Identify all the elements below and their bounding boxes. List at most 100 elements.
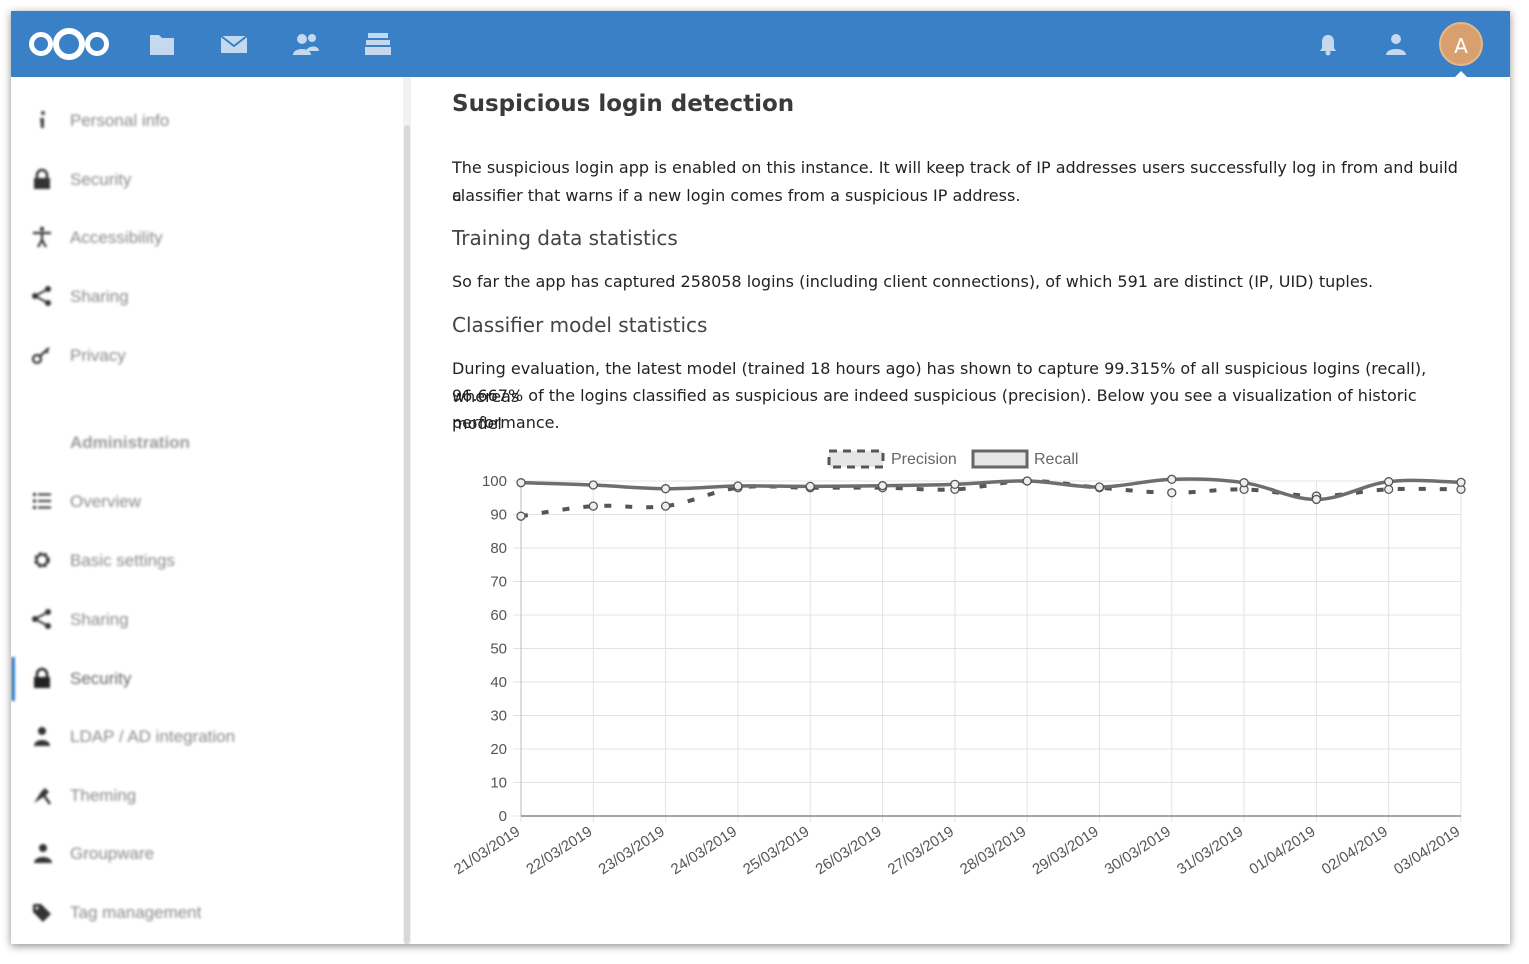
sidebar-item-personal-info[interactable]: Personal info: [11, 101, 403, 141]
deck-icon[interactable]: [364, 31, 392, 57]
sidebar-item-label: Privacy: [70, 346, 126, 365]
user-icon: [34, 727, 50, 746]
user-avatar[interactable]: A: [1439, 22, 1483, 66]
lock-icon: [34, 667, 50, 688]
series-recall-line: [520, 477, 1462, 502]
precision-point: [588, 501, 598, 511]
recall-point: [733, 481, 743, 491]
mail-icon[interactable]: [220, 31, 248, 57]
files-icon[interactable]: [148, 31, 176, 57]
list-icon: [33, 493, 51, 509]
recall-point: [1094, 482, 1105, 492]
sidebar-item-label: Theming: [70, 786, 137, 805]
x-tick-label: 28/03/2019: [957, 823, 1029, 878]
contacts-menu-icon[interactable]: [1382, 31, 1408, 57]
x-tick-label: 23/03/2019: [596, 823, 668, 878]
sidebar-item-basic-settings[interactable]: Basic settings: [11, 541, 403, 581]
sidebar-item-label: Tag management: [70, 903, 202, 922]
info-icon: [40, 111, 45, 128]
sidebar-item-accessibility[interactable]: Accessibility: [11, 218, 403, 258]
y-tick-label: 30: [490, 708, 507, 725]
sidebar-item-label: Accessibility: [70, 228, 163, 247]
recall-point: [660, 484, 671, 494]
recall-point: [805, 481, 815, 492]
recall-point: [1311, 494, 1322, 505]
precision-point: [516, 511, 526, 521]
sidebar-item-label: LDAP / AD integration: [70, 727, 236, 746]
x-tick-label: 21/03/2019: [451, 823, 523, 878]
contacts-icon[interactable]: [292, 31, 320, 57]
sidebar-item-sharing-personal[interactable]: Sharing: [11, 277, 403, 317]
recall-point: [1022, 476, 1032, 486]
sidebar-item-sharing-admin[interactable]: Sharing: [11, 600, 403, 640]
sidebar-item-label: Overview: [70, 492, 141, 511]
sidebar-item-privacy[interactable]: Privacy: [11, 336, 403, 376]
precision-point: [1384, 484, 1394, 495]
sidebar-scrollbar-thumb[interactable]: [404, 125, 410, 944]
sidebar-item-overview[interactable]: Overview: [11, 482, 403, 522]
x-tick-label: 01/04/2019: [1246, 823, 1318, 878]
top-header: A: [11, 11, 1510, 78]
brush-icon: [34, 788, 52, 805]
sidebar-item-label: Sharing: [70, 610, 129, 629]
x-tick-label: 27/03/2019: [885, 823, 957, 878]
y-tick-label: 70: [490, 574, 507, 591]
classifier-line-2: 96.667% of the logins classified as susp…: [452, 386, 1417, 433]
y-tick-label: 40: [490, 674, 507, 691]
app-window: A Personal info Security Accessibility: [11, 11, 1510, 944]
model-performance-chart: Precision Recall 0 10 20 30 40 50 60 70 80 90 100 21/…: [451, 449, 1466, 878]
intro-line-1: The suspicious login app is enabled on t…: [452, 158, 1458, 205]
notifications-icon[interactable]: [1316, 31, 1340, 57]
y-tick-label: 80: [490, 540, 507, 557]
x-tick-label: 29/03/2019: [1029, 823, 1101, 878]
sidebar-item-groupware[interactable]: Groupware: [11, 834, 403, 874]
share-icon: [32, 286, 51, 306]
groupware-icon: [34, 844, 52, 863]
y-tick-label: 20: [490, 741, 507, 758]
sidebar-heading-administration: Administration: [70, 433, 190, 452]
recall-point: [877, 481, 888, 491]
legend-recall-swatch: [971, 449, 1029, 469]
lock-icon: [34, 168, 50, 189]
sidebar-item-label: Groupware: [70, 844, 155, 863]
x-tick-label: 24/03/2019: [668, 823, 740, 878]
settings-sidebar: Personal info Security Accessibility Sha…: [11, 77, 411, 944]
sidebar-item-ldap[interactable]: LDAP / AD integration: [11, 717, 403, 757]
recall-point: [1167, 474, 1177, 484]
intro-line-2: classifier that warns if a new login com…: [452, 186, 1021, 205]
precision-point: [660, 501, 671, 511]
y-tick-label: 10: [490, 775, 507, 792]
sidebar-item-theming[interactable]: Theming: [11, 776, 403, 816]
legend-recall-label: Recall: [1034, 451, 1078, 468]
main-content: Suspicious login detection The suspiciou…: [452, 77, 1462, 944]
recall-point: [588, 480, 598, 490]
y-tick-label: 100: [482, 473, 507, 490]
recall-point: [950, 479, 960, 489]
recall-point: [1384, 477, 1394, 487]
sidebar-item-tag-management[interactable]: Tag management: [11, 893, 403, 933]
nextcloud-logo[interactable]: [27, 27, 111, 61]
sidebar-item-label: Sharing: [70, 287, 129, 306]
gear-icon: [34, 552, 50, 568]
classifier-heading: Classifier model statistics: [452, 313, 708, 337]
sidebar-item-label: Personal info: [70, 111, 170, 130]
y-tick-label: 60: [490, 607, 507, 624]
x-tick-label: 31/03/2019: [1174, 823, 1246, 878]
legend-precision-label: Precision: [891, 451, 957, 468]
y-tick-label: 50: [490, 641, 507, 658]
recall-point: [516, 478, 526, 488]
sidebar-item-label: Basic settings: [70, 551, 175, 570]
x-tick-label: 03/04/2019: [1391, 823, 1463, 878]
x-tick-label: 30/03/2019: [1102, 823, 1174, 878]
tag-icon: [33, 904, 51, 922]
x-tick-label: 26/03/2019: [812, 823, 884, 878]
precision-point: [1167, 488, 1177, 498]
legend-precision-swatch: [827, 449, 885, 469]
training-text: So far the app has captured 258058 login…: [452, 272, 1374, 291]
sidebar-item-security-admin[interactable]: Security: [11, 657, 403, 701]
sidebar-item-security-personal[interactable]: Security: [11, 160, 403, 200]
series-precision-line: [520, 478, 1462, 519]
accessibility-icon: [33, 226, 51, 248]
menu-caret-icon: [1454, 71, 1468, 78]
share-icon: [32, 609, 51, 629]
